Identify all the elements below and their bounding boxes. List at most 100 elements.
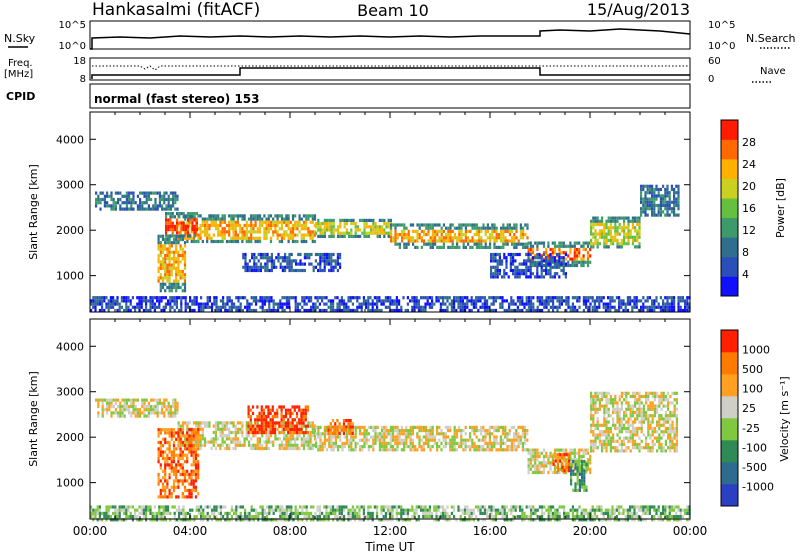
nave-label: Nave (760, 66, 786, 77)
velocity-echo-region (570, 459, 588, 492)
beam-title: Beam 10 (357, 1, 429, 20)
velocity-cbar-tick: 1000 (742, 344, 770, 357)
velocity-echo-region (315, 425, 529, 452)
power-echo-region (390, 223, 529, 249)
velocity-colorbar: 1000 500 100 25 -25 -100 -500 -1000 Velo… (720, 329, 791, 507)
velocity-cbar-swatch (721, 396, 738, 419)
velocity-echo-region (95, 398, 179, 418)
freq-trace (91, 67, 690, 79)
velocity-echo-region (157, 428, 200, 499)
power-cbar-swatch (721, 120, 738, 140)
freq-tick-top: 18 (73, 56, 86, 67)
velocity-ytick: 4000 (56, 340, 84, 353)
power-echo-region (590, 216, 641, 249)
x-tick: 04:00 (173, 524, 208, 538)
station-title: Hankasalmi (fitACF) (92, 0, 260, 20)
power-panel: 1000 2000 3000 4000 Slant Range [km] (27, 111, 691, 313)
power-echo-region (157, 234, 187, 293)
velocity-cbar-label: Velocity [m s⁻¹] (778, 376, 791, 461)
nsky-label: N.Sky (4, 32, 36, 45)
power-cbar-tick: 20 (742, 180, 756, 193)
power-colorbar: 28 24 20 16 12 8 4 Power [dB] (720, 119, 787, 297)
velocity-echo-region (327, 419, 354, 435)
cpid-label: CPID (6, 90, 35, 103)
velocity-cbar-tick: -1000 (742, 480, 774, 493)
power-ytick: 3000 (56, 179, 84, 192)
power-echo-region (242, 252, 342, 273)
x-ticks: 00:00 04:00 08:00 12:00 16:00 20:00 00:0… (73, 524, 708, 538)
velocity-cbar-tick: 100 (742, 383, 763, 396)
power-echo-region (165, 212, 198, 238)
velocity-cbar-swatch (721, 462, 738, 485)
velocity-ytick: 3000 (56, 386, 84, 399)
freq-unit: [MHz] (4, 69, 33, 80)
power-ylabel: Slant Range [km] (27, 164, 40, 260)
velocity-panel: 1000 2000 3000 4000 Slant Range [km] 00:… (27, 318, 708, 554)
power-echo-region (490, 252, 567, 279)
power-ytick: 2000 (56, 224, 84, 237)
power-cbar-tick: 8 (742, 246, 749, 259)
velocity-cbar-tick: -100 (742, 441, 767, 454)
power-cbar-tick: 28 (742, 136, 756, 149)
nsearch-label: N.Search (746, 32, 796, 45)
x-tick: 08:00 (273, 524, 308, 538)
power-cbar-swatch (721, 237, 738, 258)
cpid-panel (89, 83, 691, 109)
power-cbar-swatch (721, 178, 738, 199)
x-tick: 00:00 (673, 524, 708, 538)
power-cbar-tick: 16 (742, 202, 756, 215)
nsearch-tick-top: 10^5 (708, 20, 735, 31)
velocity-cbar-swatch (721, 374, 738, 397)
nsky-tick-bottom: 10^0 (59, 41, 86, 52)
nsky-tick-top: 10^5 (59, 20, 86, 31)
velocity-ytick: 2000 (56, 431, 84, 444)
nsearch-tick-bottom: 10^0 (708, 41, 735, 52)
x-tick: 16:00 (473, 524, 508, 538)
power-cbar-tick: 12 (742, 224, 756, 237)
power-cbar-tick: 4 (742, 268, 749, 281)
power-cbar-swatch (721, 139, 738, 160)
velocity-echo-region (247, 405, 310, 435)
power-cbar-swatch (721, 198, 738, 219)
power-y-ticks: 1000 2000 3000 4000 (56, 133, 84, 282)
velocity-echo-region (590, 391, 678, 453)
nave-tick-bottom: 0 (708, 74, 714, 85)
power-echo-region (640, 184, 680, 217)
velocity-ytick: 1000 (56, 477, 84, 490)
power-ytick: 4000 (56, 133, 84, 146)
velocity-ylabel: Slant Range [km] (27, 371, 40, 467)
velocity-echo-region (552, 453, 571, 473)
x-axis-label: Time UT (364, 540, 415, 554)
freq-label: Freq. (8, 58, 33, 69)
power-echo-region (177, 214, 317, 244)
nsky-panel (89, 20, 691, 50)
velocity-cbar-swatch (721, 418, 738, 441)
power-echo-region (95, 191, 179, 211)
power-cbar-swatch (721, 159, 738, 179)
power-echo-region (315, 218, 392, 238)
velocity-cbar-swatch (721, 484, 738, 507)
x-tick: 20:00 (573, 524, 608, 538)
cpid-text: normal (fast stereo) 153 (94, 92, 260, 106)
power-cbar-swatch (721, 217, 738, 238)
x-tick: 00:00 (73, 524, 108, 538)
power-ytick: 1000 (56, 270, 84, 283)
velocity-y-ticks: 1000 2000 3000 4000 (56, 340, 84, 489)
velocity-cbar-tick: 25 (742, 402, 756, 415)
freq-tick-bottom: 8 (80, 74, 86, 85)
velocity-cbar-tick: -25 (742, 422, 760, 435)
velocity-cbar-tick: -500 (742, 461, 767, 474)
power-cbar-label: Power [dB] (774, 178, 787, 238)
freq-panel (89, 57, 691, 81)
velocity-echo-region (90, 505, 691, 522)
velocity-cbar-tick: 500 (742, 363, 763, 376)
power-echo-region (90, 296, 691, 313)
date-title: 15/Aug/2013 (587, 0, 690, 19)
x-tick: 12:00 (373, 524, 408, 538)
power-cbar-tick: 24 (742, 158, 756, 171)
nave-tick-top: 60 (708, 56, 721, 67)
power-heatmap (90, 184, 691, 313)
power-cbar-swatch (721, 256, 738, 277)
nsky-trace (90, 28, 691, 50)
